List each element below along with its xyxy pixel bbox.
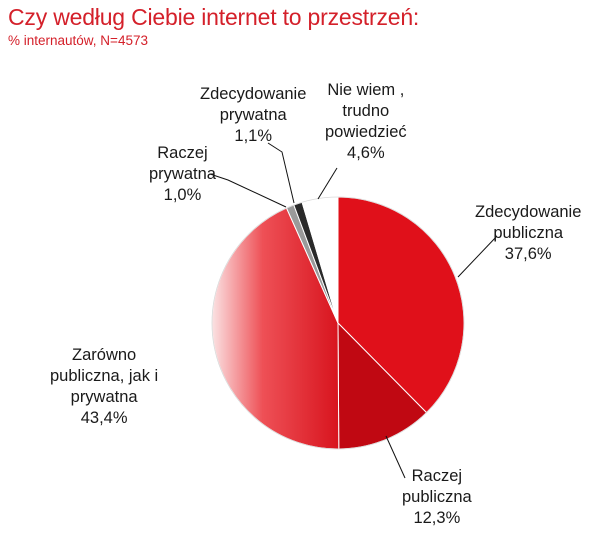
- label-line: Raczej: [157, 144, 208, 162]
- label-line: trudno: [342, 102, 390, 120]
- slice-label-nie-wiem: Nie wiem , trudno powiedzieć 4,6%: [325, 80, 407, 164]
- slice-label-raczej-prywatna: Raczej prywatna 1,0%: [149, 143, 216, 206]
- leader-lines: [209, 142, 498, 479]
- label-line: Raczej: [411, 467, 463, 485]
- slice-label-raczej-publiczna: Raczej publiczna 12,3%: [402, 466, 472, 529]
- value-label: 43,4%: [80, 409, 128, 427]
- value-label: 1,0%: [163, 186, 202, 204]
- label-line: publiczna: [493, 224, 564, 242]
- label-line: Nie wiem ,: [327, 81, 405, 99]
- value-label: 12,3%: [413, 509, 461, 527]
- value-label: 1,1%: [234, 127, 272, 145]
- leader-raczej-publiczna: [385, 435, 406, 479]
- pie-outline: [211, 196, 465, 450]
- label-line: prywatna: [219, 106, 287, 124]
- slice-label-zarowno: Zarówno publiczna, jak i prywatna 43,4%: [50, 345, 158, 429]
- slice-label-zdecydowanie-publiczna: Zdecydowanie publiczna 37,6%: [475, 202, 581, 265]
- label-line: publiczna, jak i: [50, 367, 159, 385]
- chart-subtitle: % internautów, N=4573: [8, 33, 148, 48]
- label-line: publiczna: [402, 488, 472, 506]
- chart-title: Czy według Ciebie internet to przestrzeń…: [8, 4, 420, 30]
- label-line: Zarówno: [72, 346, 137, 364]
- leader-nie-wiem: [317, 167, 338, 200]
- leader-zdecydowanie-prywatna: [267, 142, 295, 204]
- label-line: powiedzieć: [325, 123, 407, 141]
- slice-label-zdecydowanie-prywatna: Zdecydowanie prywatna 1,1%: [200, 84, 306, 147]
- label-line: Zdecydowanie: [475, 203, 582, 221]
- leader-raczej-prywatna: [209, 173, 287, 208]
- value-label: 37,6%: [504, 245, 552, 263]
- value-label: 4,6%: [347, 144, 385, 162]
- pie-slices: [211, 196, 465, 450]
- label-line: Zdecydowanie: [200, 85, 307, 103]
- label-line: prywatna: [70, 388, 138, 406]
- label-line: prywatna: [149, 165, 216, 183]
- leader-zdecydowanie-publiczna: [457, 235, 498, 278]
